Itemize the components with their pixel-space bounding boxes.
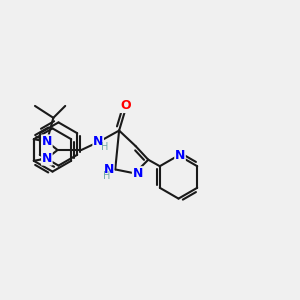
Text: N: N: [175, 149, 185, 162]
Text: H: H: [103, 171, 110, 181]
Text: O: O: [120, 100, 131, 112]
Text: N: N: [42, 135, 52, 148]
Text: N: N: [93, 135, 104, 148]
Text: N: N: [103, 163, 114, 176]
Text: H: H: [101, 142, 108, 152]
Text: N: N: [133, 167, 143, 180]
Text: N: N: [42, 152, 52, 165]
